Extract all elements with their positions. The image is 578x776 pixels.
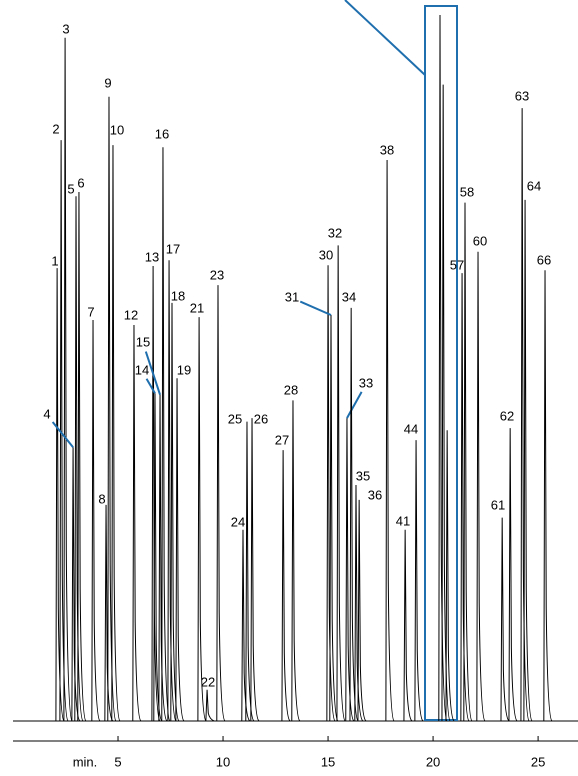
- peak: [403, 529, 413, 722]
- peak-label: 16: [155, 126, 169, 141]
- peak: [250, 418, 260, 722]
- peak: [153, 393, 163, 722]
- peak: [357, 499, 367, 722]
- peak-label: 4: [43, 406, 50, 421]
- peak-label: 64: [527, 178, 541, 193]
- peak-label: 13: [145, 249, 159, 264]
- peak: [216, 285, 226, 722]
- peak-label: 33: [359, 375, 373, 390]
- peak: [476, 251, 486, 722]
- peak: [175, 378, 185, 722]
- peak-label: 18: [171, 288, 185, 303]
- peak: [385, 160, 395, 722]
- peak: [460, 273, 470, 722]
- peak: [63, 37, 73, 722]
- peak-label: 12: [124, 307, 138, 322]
- peak: [161, 147, 171, 722]
- x-tick-label: 5: [114, 754, 121, 769]
- peak: [132, 324, 142, 722]
- peak-label: 23: [210, 267, 224, 282]
- peak-label: 3: [62, 21, 69, 36]
- x-tick-label: 25: [531, 754, 545, 769]
- peak-label: 66: [537, 252, 551, 267]
- peak-label: 57: [450, 257, 464, 272]
- peak-label: 41: [396, 513, 410, 528]
- peak-label: 31: [285, 289, 299, 304]
- x-axis-label: min.: [73, 754, 98, 769]
- peak: [167, 260, 177, 722]
- peak: [71, 447, 81, 722]
- leader-line: [144, 351, 161, 395]
- leader-line: [346, 391, 363, 419]
- peak-label: 44: [404, 421, 418, 436]
- peak: [445, 430, 455, 722]
- peak-label: 28: [284, 382, 298, 397]
- peak-label: 61: [491, 497, 505, 512]
- peak-label: 63: [515, 88, 529, 103]
- peak: [326, 265, 336, 722]
- peak: [205, 689, 215, 722]
- peak: [281, 450, 291, 722]
- peak: [354, 484, 364, 722]
- peak: [197, 317, 207, 722]
- peak-label: 17: [166, 241, 180, 256]
- peak-label: 32: [328, 225, 342, 240]
- leader-line: [51, 421, 74, 448]
- peak-label: 35: [356, 468, 370, 483]
- peak: [74, 196, 84, 722]
- peak: [245, 421, 255, 722]
- peak-label: 36: [368, 487, 382, 502]
- peak: [543, 270, 553, 722]
- peak: [91, 319, 101, 722]
- peak: [463, 202, 473, 722]
- leader-line: [145, 378, 156, 394]
- peak-label: 26: [254, 411, 268, 426]
- peak: [508, 428, 518, 722]
- peak: [523, 199, 533, 722]
- peak: [170, 302, 180, 722]
- peak-label: 14: [135, 362, 149, 377]
- peak-label: 58: [460, 184, 474, 199]
- leader-line: [299, 300, 332, 316]
- peak: [111, 145, 121, 722]
- peak: [77, 192, 87, 722]
- x-tick-label: 20: [426, 754, 440, 769]
- peak-label: 19: [177, 362, 191, 377]
- peak-label: 6: [77, 175, 84, 190]
- peak-label: 30: [319, 247, 333, 262]
- peak: [520, 108, 530, 722]
- peak-label: 15: [136, 334, 150, 349]
- peak: [414, 440, 424, 722]
- peak: [336, 245, 346, 722]
- highlight-box: [424, 5, 458, 721]
- peak-label: 7: [87, 304, 94, 319]
- peak-label: 25: [228, 411, 242, 426]
- peak-label: 22: [201, 674, 215, 689]
- peak-label: 2: [52, 121, 59, 136]
- peak-label: 27: [275, 432, 289, 447]
- peak-label: 24: [231, 514, 245, 529]
- peak-label: 1: [51, 253, 58, 268]
- peak-label: 60: [473, 233, 487, 248]
- peak: [158, 394, 168, 722]
- peak: [500, 517, 510, 722]
- peak-label: 5: [67, 181, 74, 196]
- peak-label: 8: [98, 491, 105, 506]
- peak-label: 38: [380, 142, 394, 157]
- x-tick-label: 10: [216, 754, 230, 769]
- peak-label: 10: [110, 122, 124, 137]
- peak-label: 34: [342, 289, 356, 304]
- peak: [291, 400, 301, 722]
- peak-label: 62: [500, 408, 514, 423]
- peak-label: 21: [190, 300, 204, 315]
- callout-line: [344, 0, 426, 76]
- peak-label: 9: [104, 75, 111, 90]
- peak: [349, 307, 359, 722]
- x-tick-label: 15: [321, 754, 335, 769]
